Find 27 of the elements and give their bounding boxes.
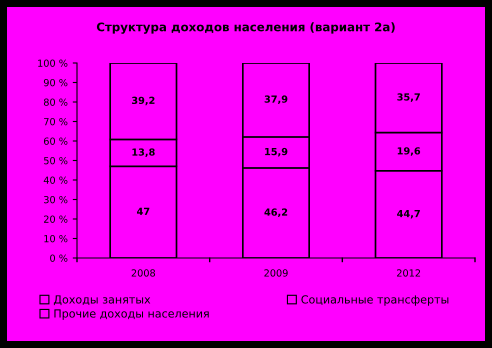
y-tick-label: 0 % <box>50 254 68 262</box>
y-tick-label: 90 % <box>44 78 68 86</box>
data-label: 44,7 <box>397 210 420 218</box>
data-label: 47 <box>137 208 150 215</box>
x-tick-label: 2009 <box>264 269 288 277</box>
chart-title: Структура доходов населения (вариант 2а) <box>96 22 395 34</box>
data-label: 15,9 <box>265 148 288 156</box>
data-label: 13,8 <box>132 148 155 157</box>
legend-label: Доходы занятых <box>54 295 150 306</box>
data-label: 39,2 <box>132 96 154 106</box>
data-label: 37,9 <box>264 95 288 104</box>
y-tick-label: 20 % <box>44 215 68 223</box>
y-tick-label: 60 % <box>44 137 68 145</box>
data-label: 46,2 <box>264 208 288 218</box>
data-label: 19,6 <box>398 147 420 156</box>
legend-label: Прочие доходы населения <box>54 309 209 320</box>
x-tick-label: 2008 <box>132 269 156 277</box>
y-tick-label: 40 % <box>44 176 68 184</box>
y-tick-label: 100 % <box>38 59 68 67</box>
y-tick-label: 10 % <box>44 234 68 242</box>
data-label: 35,7 <box>397 93 420 102</box>
y-tick-label: 70 % <box>44 118 68 126</box>
x-tick-label: 2012 <box>397 269 420 277</box>
y-tick-label: 50 % <box>44 156 68 164</box>
y-tick-label: 30 % <box>44 196 68 204</box>
y-tick-label: 80 % <box>44 98 68 106</box>
legend-label: Социальные трансферты <box>301 295 448 306</box>
